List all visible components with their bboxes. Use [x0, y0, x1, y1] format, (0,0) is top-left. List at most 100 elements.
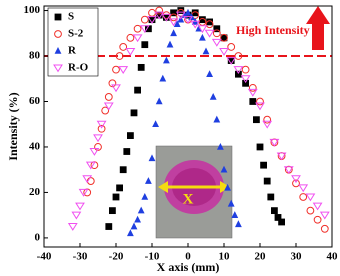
point: [78, 188, 89, 197]
point: [191, 9, 199, 17]
point: [242, 79, 249, 87]
point: [112, 65, 120, 74]
point: [241, 65, 250, 74]
point: [116, 184, 123, 192]
point: [305, 193, 316, 202]
point: [278, 218, 285, 226]
point: [118, 66, 129, 75]
point: [134, 86, 141, 94]
point: [126, 33, 135, 42]
point: [298, 184, 309, 193]
point: [202, 47, 210, 55]
x-tick-label: -30: [73, 251, 88, 263]
point: [276, 152, 287, 161]
point: [235, 70, 242, 78]
point: [231, 211, 239, 218]
point: [161, 13, 172, 22]
y-axis-label: Intensity (%): [6, 92, 20, 160]
point: [213, 25, 221, 33]
point: [283, 166, 294, 175]
point: [267, 193, 275, 201]
point: [175, 11, 186, 20]
point: [291, 175, 301, 184]
point: [220, 34, 228, 42]
point: [85, 161, 96, 170]
point: [141, 41, 149, 49]
arrow: [306, 6, 330, 50]
point: [96, 120, 107, 129]
point: [219, 47, 229, 56]
point: [101, 106, 110, 115]
legend-marker: [53, 64, 63, 73]
point: [199, 33, 206, 41]
point: [263, 115, 272, 124]
x-tick-label: -20: [109, 251, 124, 263]
point: [139, 25, 150, 34]
point: [108, 79, 117, 88]
point: [206, 18, 213, 26]
point: [170, 29, 177, 37]
point: [299, 193, 308, 201]
point: [177, 7, 185, 14]
y-tick-label: 80: [29, 50, 41, 62]
point: [212, 29, 221, 38]
legend-marker: [54, 13, 62, 21]
point: [145, 177, 152, 184]
point: [224, 183, 231, 191]
point: [145, 25, 152, 33]
point: [97, 124, 106, 133]
point: [71, 211, 82, 220]
point: [155, 11, 163, 19]
point: [271, 207, 278, 215]
point: [130, 109, 138, 117]
point: [94, 143, 102, 151]
x-tick-label: 10: [219, 251, 231, 263]
point: [130, 222, 138, 230]
point: [163, 56, 170, 64]
point: [248, 83, 257, 92]
point: [255, 102, 265, 111]
point: [217, 142, 224, 150]
legend-label: S-2: [68, 28, 84, 40]
point: [89, 148, 100, 156]
point: [93, 134, 103, 143]
point: [292, 179, 300, 188]
point: [127, 229, 134, 237]
point: [133, 24, 142, 33]
legend-label: R-O: [68, 62, 89, 74]
point: [260, 161, 267, 169]
point: [263, 177, 271, 185]
plot-frame: [43, 5, 333, 248]
point: [204, 29, 215, 38]
point: [132, 34, 143, 43]
point: [103, 102, 114, 111]
point: [183, 16, 193, 24]
point: [127, 132, 134, 139]
legend-marker: [54, 30, 62, 38]
point: [256, 97, 264, 106]
annotation: High Intensity: [236, 23, 310, 37]
point: [154, 11, 165, 20]
point: [152, 120, 159, 128]
point: [269, 138, 280, 147]
legend-marker: [54, 47, 62, 54]
y-tick-label: 0: [35, 231, 41, 243]
point: [137, 206, 145, 214]
point: [213, 115, 221, 123]
inset-photo: [155, 145, 233, 239]
point: [320, 224, 329, 233]
point: [274, 214, 282, 221]
point: [306, 206, 315, 215]
point: [148, 16, 156, 24]
point: [137, 63, 145, 71]
x-tick-label: -40: [37, 251, 52, 263]
point: [170, 9, 177, 17]
inset-label: X: [183, 191, 194, 207]
point: [163, 13, 170, 21]
point: [155, 6, 164, 15]
point: [234, 52, 243, 60]
legend-label: R: [68, 45, 77, 57]
point: [211, 38, 222, 47]
x-tick-label: 0: [185, 251, 191, 263]
point: [209, 92, 217, 100]
